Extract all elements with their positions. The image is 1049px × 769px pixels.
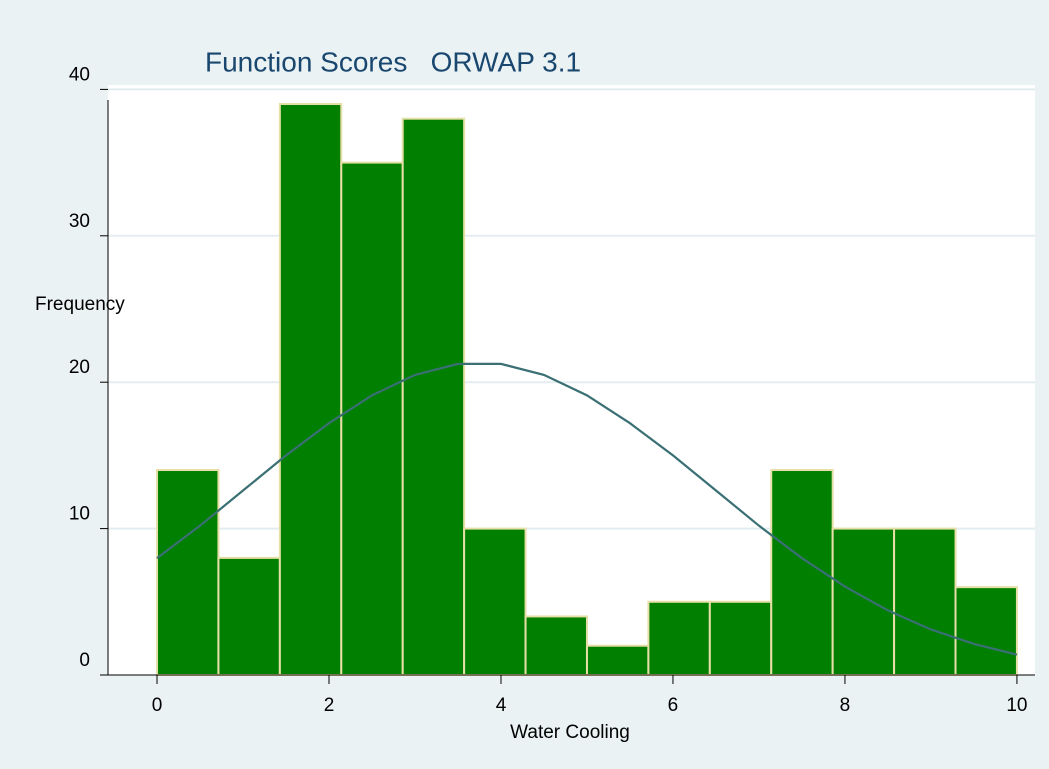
bar bbox=[831, 527, 896, 676]
chart-title: Function Scores ORWAP 3.1 bbox=[205, 46, 581, 77]
bar bbox=[278, 103, 343, 676]
bar bbox=[708, 600, 773, 676]
x-tick-label: 8 bbox=[840, 695, 851, 716]
bar bbox=[647, 600, 711, 676]
x-tick-label: 10 bbox=[1006, 695, 1027, 716]
bar bbox=[217, 556, 281, 677]
y-tick-label: 30 bbox=[69, 211, 90, 232]
bar bbox=[893, 527, 957, 676]
normal-curve bbox=[156, 362, 1018, 656]
x-tick-label: 0 bbox=[152, 695, 163, 716]
bar bbox=[463, 527, 527, 676]
bar bbox=[156, 469, 220, 677]
x-tick-label: 6 bbox=[668, 695, 679, 716]
x-axis-title: Water Cooling bbox=[510, 722, 630, 743]
y-tick-label: 40 bbox=[69, 64, 90, 85]
bar bbox=[524, 615, 588, 677]
x-tick-label: 2 bbox=[324, 695, 335, 716]
bar bbox=[954, 586, 1018, 677]
y-tick-label: 10 bbox=[69, 504, 90, 525]
bar bbox=[585, 644, 650, 677]
x-tick-label: 4 bbox=[496, 695, 507, 716]
y-axis-title: Frequency bbox=[35, 294, 125, 315]
bar bbox=[340, 161, 404, 676]
bar bbox=[401, 117, 466, 676]
y-tick-label: 20 bbox=[69, 357, 90, 378]
y-tick-label: 0 bbox=[79, 650, 90, 671]
